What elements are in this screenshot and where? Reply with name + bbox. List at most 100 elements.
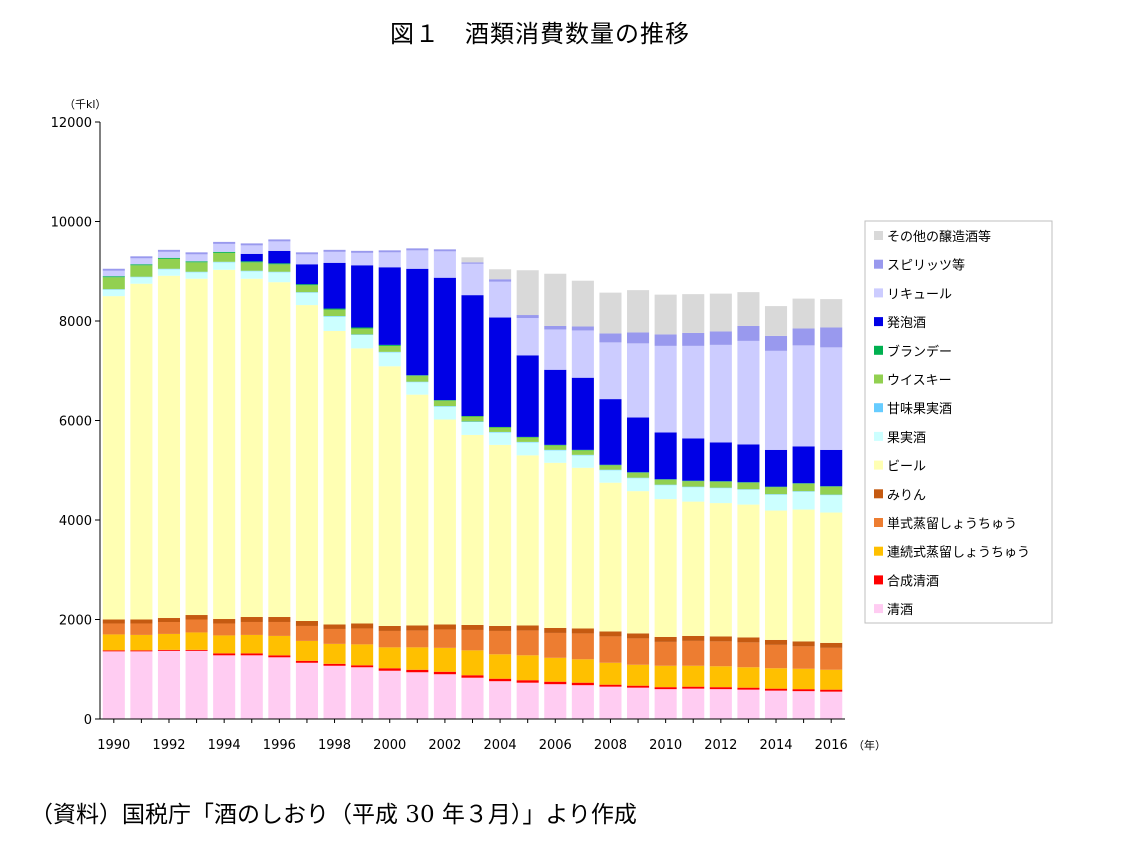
- bar-segment: [654, 499, 677, 637]
- legend-swatch: [874, 575, 883, 585]
- bar-segment: [130, 283, 153, 620]
- bar-segment: [406, 669, 429, 673]
- bar-segment: [323, 262, 346, 309]
- bar-segment: [240, 278, 263, 618]
- bar-segment: [489, 279, 512, 282]
- bar-segment: [792, 668, 815, 690]
- bar-segment: [544, 273, 567, 326]
- bar-segment: [737, 489, 760, 490]
- bar-segment: [489, 625, 512, 631]
- bar-segment: [378, 668, 401, 671]
- bar-segment: [240, 617, 263, 622]
- bar-segment: [737, 482, 760, 483]
- bar-segment: [792, 691, 815, 719]
- y-tick-label: 0: [84, 713, 92, 728]
- bar-segment: [157, 258, 181, 269]
- bar-segment: [406, 394, 429, 626]
- stacked-bar-chart: （千kl） （年） 0 2000 4000 6000 8000 10000 12000 199…: [51, 98, 1053, 753]
- bar-segment: [240, 262, 263, 271]
- x-tick-label: 1994: [208, 738, 241, 753]
- bar-segment: [130, 256, 153, 259]
- bar-segment: [764, 510, 788, 640]
- bar-segment: [268, 621, 291, 636]
- bar-segment: [820, 642, 843, 648]
- bar-segment: [130, 634, 153, 651]
- bar-segment: [406, 375, 429, 382]
- x-tick-label: 1992: [152, 738, 185, 753]
- bar-segment: [627, 478, 650, 492]
- bar-segment: [323, 308, 346, 310]
- bar-segment: [240, 621, 263, 635]
- legend-label: 単式蒸留しょうちゅう: [887, 516, 1017, 532]
- bar-segment: [213, 635, 236, 654]
- bar-segment: [268, 263, 291, 265]
- bar-segment: [737, 292, 760, 326]
- bar-segment: [295, 292, 318, 293]
- x-tick-label: 2002: [428, 738, 461, 753]
- bar-segment: [737, 637, 760, 643]
- bar-segment: [709, 689, 732, 719]
- bar-segment: [240, 270, 263, 272]
- bar-segment: [544, 369, 567, 445]
- bar-segment: [737, 687, 760, 690]
- bar-segment: [737, 489, 760, 505]
- bar-segment: [599, 292, 622, 334]
- bar-segment: [627, 343, 650, 418]
- bar-segment: [295, 662, 318, 719]
- bar-segment: [461, 416, 484, 417]
- bar-segment: [709, 442, 732, 482]
- bar-segment: [102, 270, 125, 277]
- bar-segment: [351, 628, 374, 645]
- bar-segment: [433, 249, 456, 252]
- bar-segment: [489, 431, 512, 433]
- x-tick-label: 2008: [594, 738, 627, 753]
- bar-segment: [764, 494, 788, 495]
- bar-segment: [682, 665, 705, 687]
- bar-segment: [544, 329, 567, 370]
- bar-segment: [764, 668, 788, 689]
- source-note: （資料）国税庁「酒のしおり（平成 30 年３月）」より作成: [30, 802, 637, 828]
- bar-segment: [323, 665, 346, 719]
- bar-segment: [489, 427, 512, 432]
- bar-segment: [130, 276, 153, 278]
- bar-segment: [406, 647, 429, 670]
- bar-segment: [268, 617, 291, 622]
- bar-segment: [268, 282, 291, 618]
- bar-segment: [130, 277, 153, 284]
- bar-segment: [544, 450, 567, 463]
- bar-segment: [406, 382, 429, 395]
- bar-segment: [820, 647, 843, 670]
- bar-segment: [682, 487, 705, 502]
- bar-segment: [627, 472, 650, 478]
- bar-segment: [654, 479, 677, 485]
- bar-segment: [323, 628, 346, 644]
- legend-swatch: [874, 259, 883, 269]
- bar-segment: [489, 654, 512, 679]
- bar-segment: [792, 509, 815, 642]
- bar-segment: [406, 248, 429, 251]
- bar-segment: [820, 347, 843, 450]
- bar-segment: [461, 650, 484, 676]
- bar-segment: [764, 449, 788, 487]
- bar-segment: [185, 619, 208, 633]
- legend-swatch: [874, 431, 883, 441]
- bar-segment: [185, 252, 208, 255]
- bar-segment: [213, 655, 236, 719]
- bar-segment: [792, 689, 815, 692]
- bar-segment: [323, 309, 346, 317]
- bar-segment: [682, 438, 705, 481]
- bar-segment: [516, 436, 539, 438]
- bar-segment: [571, 628, 594, 634]
- bar-segment: [682, 481, 705, 487]
- bar-segment: [627, 290, 650, 333]
- bar-segment: [599, 662, 622, 685]
- bar-segment: [130, 650, 153, 652]
- bar-segment: [737, 444, 760, 483]
- bar-segment: [544, 627, 567, 633]
- bar-segment: [489, 444, 512, 626]
- bar-segment: [764, 486, 788, 488]
- bar-segment: [571, 454, 594, 456]
- bar-segment: [351, 665, 374, 668]
- bar-segment: [682, 688, 705, 719]
- bar-segment: [544, 657, 567, 682]
